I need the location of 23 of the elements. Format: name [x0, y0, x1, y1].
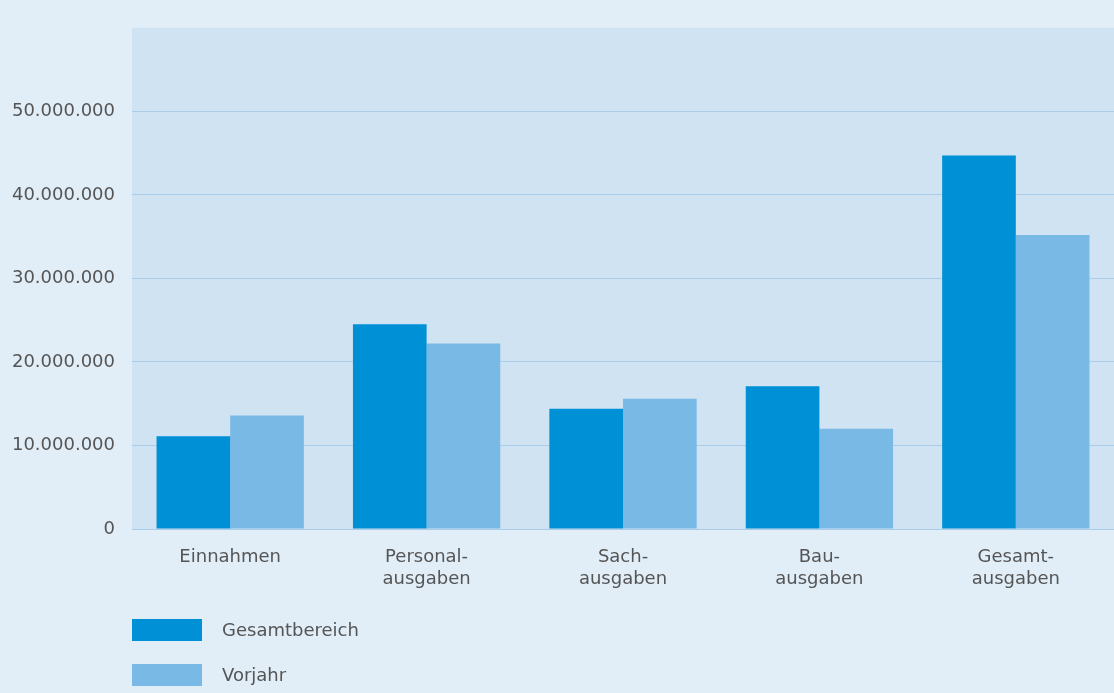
legend-label: Gesamtbereich — [222, 619, 359, 640]
x-tick-label: Bau- ausgaben — [775, 545, 864, 589]
x-tick-label: Sach- ausgaben — [578, 545, 668, 589]
bar — [819, 428, 894, 529]
bar — [156, 436, 231, 529]
bar — [230, 415, 304, 529]
x-tick-label: Gesamt- ausgaben — [971, 545, 1060, 589]
y-tick-label: 30.000.000 — [11, 266, 115, 288]
legend-label: Vorjahr — [222, 664, 287, 685]
bar — [1015, 234, 1090, 529]
bar — [623, 398, 697, 529]
y-tick-label: 50.000.000 — [11, 99, 115, 121]
y-tick-label: 10.000.000 — [11, 433, 115, 455]
bar — [549, 408, 623, 529]
x-tick-label: Einnahmen — [179, 545, 282, 567]
x-tick-label: Personal- ausgaben — [382, 545, 471, 589]
y-tick-label: 0 — [103, 516, 115, 538]
bar — [942, 155, 1016, 529]
bar — [352, 324, 427, 529]
bar — [426, 343, 501, 529]
y-tick-label: 20.000.000 — [11, 349, 115, 371]
y-tick-label: 40.000.000 — [11, 182, 115, 204]
bar — [745, 386, 820, 529]
